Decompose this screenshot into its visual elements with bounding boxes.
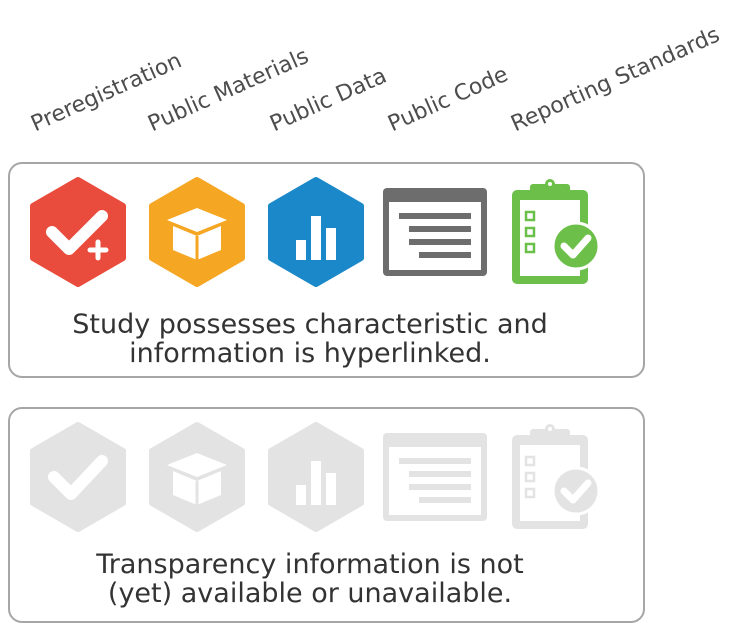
- bar-tall: [311, 216, 321, 260]
- clip-hole-inner: [548, 182, 552, 186]
- checkbox: [524, 487, 536, 499]
- code-line: [409, 471, 471, 477]
- bar-medium: [326, 473, 336, 505]
- box-lid: [167, 208, 227, 232]
- caption-line-1: Study possesses characteristic and: [72, 309, 548, 340]
- bar-tall: [311, 461, 321, 505]
- column-label-reporting-standards: Reporting Standards: [507, 22, 724, 138]
- public-materials-box-icon: [149, 177, 245, 287]
- column-label-public-code: Public Code: [384, 62, 512, 138]
- code-line: [419, 252, 471, 258]
- check-mark: [46, 210, 108, 255]
- preregistration-check-plus-icon: [30, 177, 126, 287]
- caption-line-2: information is hyperlinked.: [129, 338, 491, 369]
- preregistration-check-icon-inactive: [30, 422, 126, 532]
- check-mark: [560, 234, 592, 259]
- public-materials-box-icon-inactive: [149, 422, 245, 532]
- checkbox: [524, 210, 536, 222]
- plus-sign: [87, 239, 109, 261]
- active-panel-caption: Study possesses characteristic and infor…: [10, 310, 610, 368]
- bar-short: [296, 485, 306, 505]
- bar-medium: [326, 228, 336, 260]
- public-code-window-icon: [383, 188, 487, 276]
- public-data-bar-chart-icon: [268, 177, 364, 287]
- public-code-window-icon-inactive: [383, 433, 487, 521]
- checkbox: [524, 242, 536, 254]
- checkbox: [524, 226, 536, 238]
- code-line: [409, 484, 471, 490]
- window-content: [389, 202, 481, 270]
- inactive-panel-caption: Transparency information is not (yet) av…: [10, 550, 610, 608]
- check-mark: [560, 479, 592, 504]
- inactive-badges-row: [22, 421, 612, 533]
- caption-line-2: (yet) available or unavailable.: [107, 578, 513, 609]
- caption-line-1: Transparency information is not: [96, 549, 524, 580]
- badge-hexagon: [30, 422, 126, 532]
- clip-hole-inner: [548, 427, 552, 431]
- code-line: [409, 239, 471, 245]
- check-circle: [551, 221, 601, 271]
- check-mark: [48, 455, 108, 500]
- checkbox: [524, 471, 536, 483]
- inactive-badges-panel: Transparency information is not (yet) av…: [8, 407, 645, 623]
- reporting-standards-clipboard-icon-inactive: [512, 424, 601, 529]
- active-badges-panel: Study possesses characteristic and infor…: [8, 162, 645, 378]
- bar-short: [296, 240, 306, 260]
- code-line: [399, 458, 471, 464]
- clipboard-clip: [530, 184, 570, 198]
- code-line: [409, 226, 471, 232]
- clipboard-clip: [530, 429, 570, 443]
- check-circle: [551, 466, 601, 516]
- box-lid: [167, 453, 227, 477]
- code-line: [419, 497, 471, 503]
- public-data-bar-chart-icon-inactive: [268, 422, 364, 532]
- window-content: [389, 447, 481, 515]
- reporting-standards-clipboard-icon: [512, 179, 601, 284]
- active-badges-row: [22, 176, 612, 288]
- code-line: [399, 213, 471, 219]
- checkbox: [524, 455, 536, 467]
